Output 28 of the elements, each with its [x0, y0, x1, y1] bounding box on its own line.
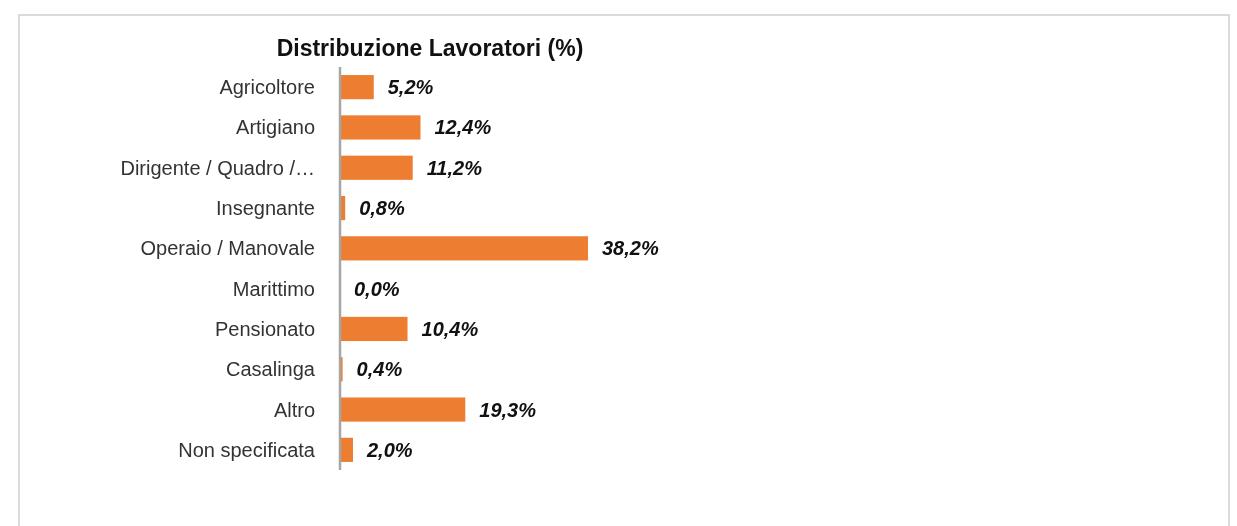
chart-title: Distribuzione Lavoratori (%) [276, 35, 584, 61]
bar [340, 115, 421, 140]
bar [340, 316, 408, 342]
data-label: 0,0% [354, 277, 400, 300]
data-label: 0,8% [359, 197, 405, 220]
data-label: 10,4% [421, 317, 479, 340]
y-tick-label: Marittimo [232, 277, 315, 300]
y-tick-label: Pensionato [214, 317, 315, 340]
data-label: 5,2% [387, 76, 434, 99]
y-tick-label: Altro [273, 398, 315, 421]
y-tick-label: Non specificata [178, 438, 316, 461]
y-tick-label: Artigiano [236, 116, 315, 139]
data-label: 11,2% [426, 156, 483, 179]
data-label: 2,0% [365, 438, 413, 461]
bar [340, 236, 588, 261]
bar [340, 155, 413, 180]
y-tick-label: Casalinga [226, 358, 316, 381]
y-tick-label: Insegnante [216, 197, 315, 220]
bar [340, 75, 374, 100]
y-tick-label: Operaio / Manovale [140, 237, 315, 260]
data-label: 0,4% [356, 358, 403, 381]
data-label: 19,3% [479, 398, 537, 421]
y-tick-label: Dirigente / Quadro /… [120, 156, 315, 179]
bar [340, 437, 353, 462]
y-tick-label: Agricoltore [219, 76, 315, 99]
data-label: 38,2% [602, 237, 659, 260]
bar [340, 397, 466, 422]
data-label: 12,4% [434, 116, 492, 139]
